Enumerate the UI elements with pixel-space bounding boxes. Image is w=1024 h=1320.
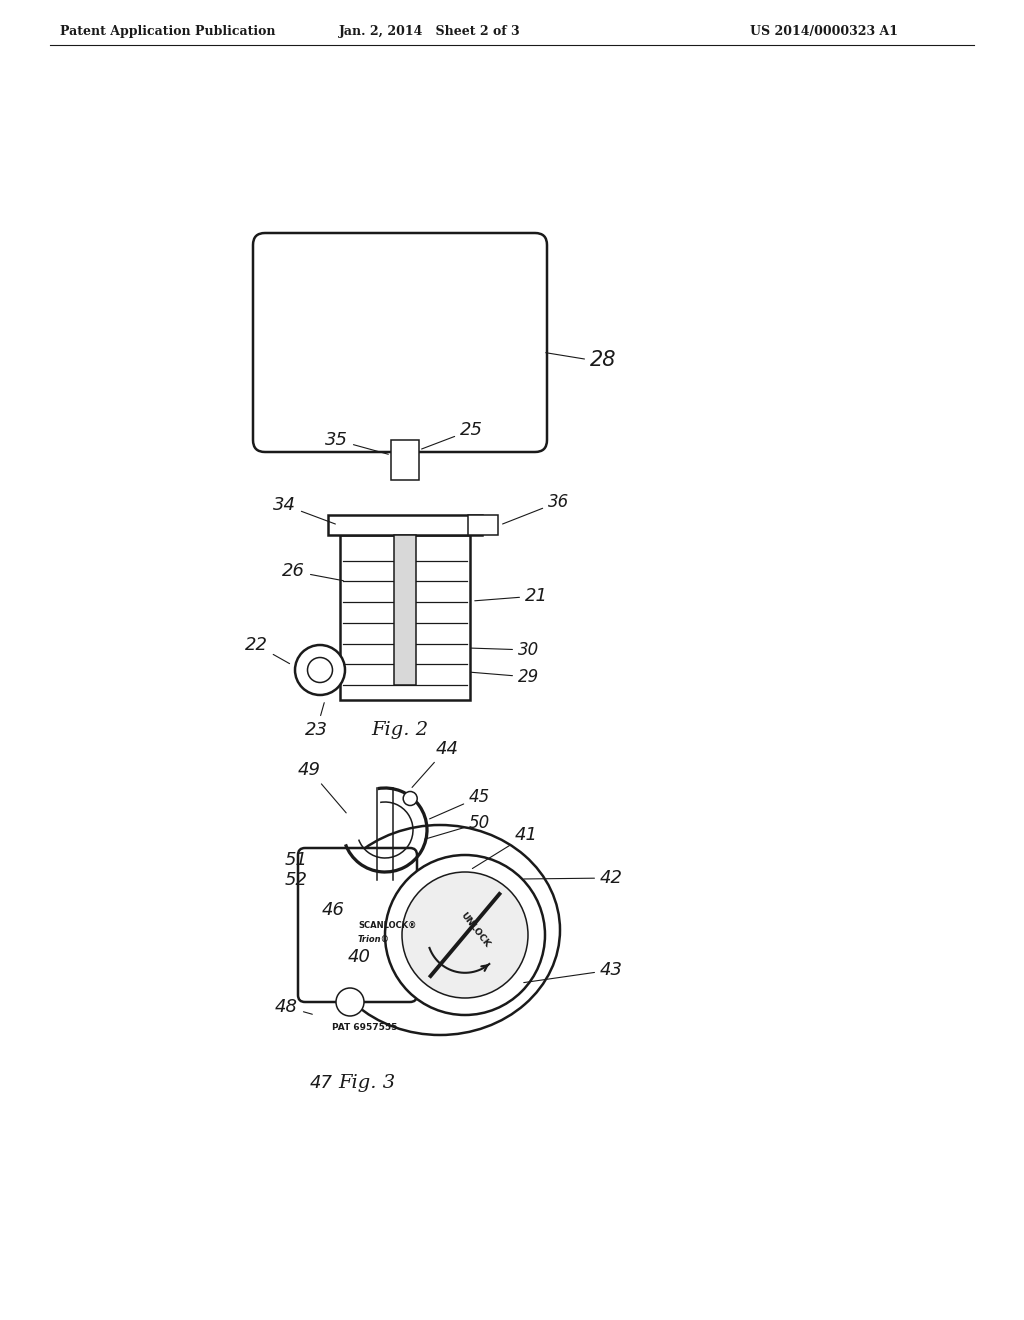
Text: 34: 34 xyxy=(273,496,336,524)
Text: 51: 51 xyxy=(285,851,308,869)
Circle shape xyxy=(307,657,333,682)
Text: 23: 23 xyxy=(305,702,328,739)
Circle shape xyxy=(402,873,528,998)
Circle shape xyxy=(336,987,364,1016)
Text: Trion®: Trion® xyxy=(358,935,390,944)
Text: 47: 47 xyxy=(310,1074,333,1092)
Text: 22: 22 xyxy=(245,636,290,664)
Bar xyxy=(394,535,416,685)
Text: UNLOCK: UNLOCK xyxy=(459,911,492,949)
Text: 21: 21 xyxy=(475,587,548,605)
Text: 50: 50 xyxy=(425,814,490,840)
Text: Fig. 3: Fig. 3 xyxy=(338,1074,395,1092)
Text: 42: 42 xyxy=(523,869,623,887)
FancyBboxPatch shape xyxy=(253,234,547,451)
Text: 44: 44 xyxy=(412,739,458,788)
Text: US 2014/0000323 A1: US 2014/0000323 A1 xyxy=(750,25,898,38)
Text: SCANLOCK®: SCANLOCK® xyxy=(358,920,417,929)
Text: Jan. 2, 2014   Sheet 2 of 3: Jan. 2, 2014 Sheet 2 of 3 xyxy=(339,25,521,38)
Text: 30: 30 xyxy=(471,642,540,659)
Text: 43: 43 xyxy=(523,961,623,982)
FancyBboxPatch shape xyxy=(298,847,417,1002)
Text: 48: 48 xyxy=(275,998,312,1016)
Bar xyxy=(391,440,419,480)
Text: 26: 26 xyxy=(282,562,343,581)
Bar xyxy=(468,515,498,535)
Text: 28: 28 xyxy=(546,350,616,370)
Bar xyxy=(328,515,482,535)
Text: 25: 25 xyxy=(422,421,483,449)
Text: 52: 52 xyxy=(285,871,308,888)
Circle shape xyxy=(403,792,417,805)
Bar xyxy=(340,535,470,700)
Text: Patent Application Publication: Patent Application Publication xyxy=(60,25,275,38)
Circle shape xyxy=(385,855,545,1015)
Text: 46: 46 xyxy=(322,902,345,919)
Text: 35: 35 xyxy=(325,432,388,454)
Text: 45: 45 xyxy=(429,788,490,818)
Ellipse shape xyxy=(319,825,560,1035)
Text: 36: 36 xyxy=(503,492,569,524)
Text: PAT 6957555: PAT 6957555 xyxy=(332,1023,397,1032)
Text: 49: 49 xyxy=(298,762,346,813)
Text: Fig. 2: Fig. 2 xyxy=(372,721,429,739)
Text: 40: 40 xyxy=(348,948,371,966)
Text: 29: 29 xyxy=(471,668,540,686)
Circle shape xyxy=(295,645,345,696)
Text: 41: 41 xyxy=(472,826,538,869)
